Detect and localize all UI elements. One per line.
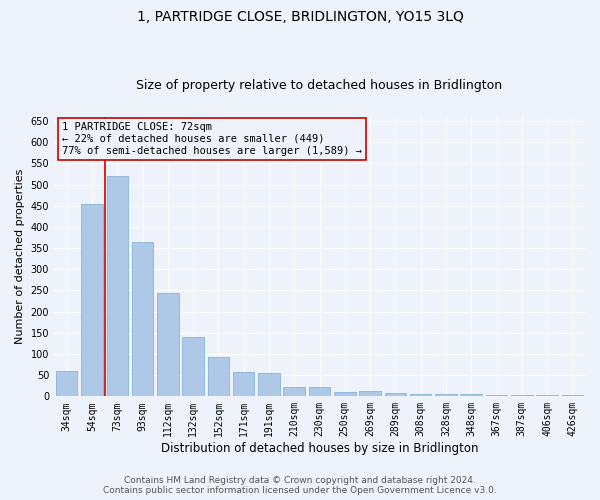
Bar — [132, 242, 153, 396]
Text: 1 PARTRIDGE CLOSE: 72sqm
← 22% of detached houses are smaller (449)
77% of semi-: 1 PARTRIDGE CLOSE: 72sqm ← 22% of detach… — [62, 122, 362, 156]
Bar — [309, 387, 330, 396]
Bar — [385, 393, 406, 396]
Bar — [562, 395, 583, 396]
Y-axis label: Number of detached properties: Number of detached properties — [15, 169, 25, 344]
Bar — [258, 373, 280, 396]
Bar — [511, 394, 533, 396]
Title: Size of property relative to detached houses in Bridlington: Size of property relative to detached ho… — [136, 79, 503, 92]
Bar — [334, 392, 356, 396]
Bar — [56, 371, 77, 396]
Bar — [410, 394, 431, 396]
X-axis label: Distribution of detached houses by size in Bridlington: Distribution of detached houses by size … — [161, 442, 478, 455]
Bar — [157, 292, 179, 397]
Bar — [208, 358, 229, 397]
Bar — [283, 387, 305, 396]
Bar — [536, 394, 558, 396]
Bar — [81, 204, 103, 396]
Bar — [182, 337, 204, 396]
Text: 1, PARTRIDGE CLOSE, BRIDLINGTON, YO15 3LQ: 1, PARTRIDGE CLOSE, BRIDLINGTON, YO15 3L… — [137, 10, 463, 24]
Bar — [233, 372, 254, 396]
Bar — [486, 394, 507, 396]
Bar — [460, 394, 482, 396]
Bar — [107, 176, 128, 396]
Bar — [359, 392, 381, 396]
Text: Contains HM Land Registry data © Crown copyright and database right 2024.
Contai: Contains HM Land Registry data © Crown c… — [103, 476, 497, 495]
Bar — [435, 394, 457, 396]
